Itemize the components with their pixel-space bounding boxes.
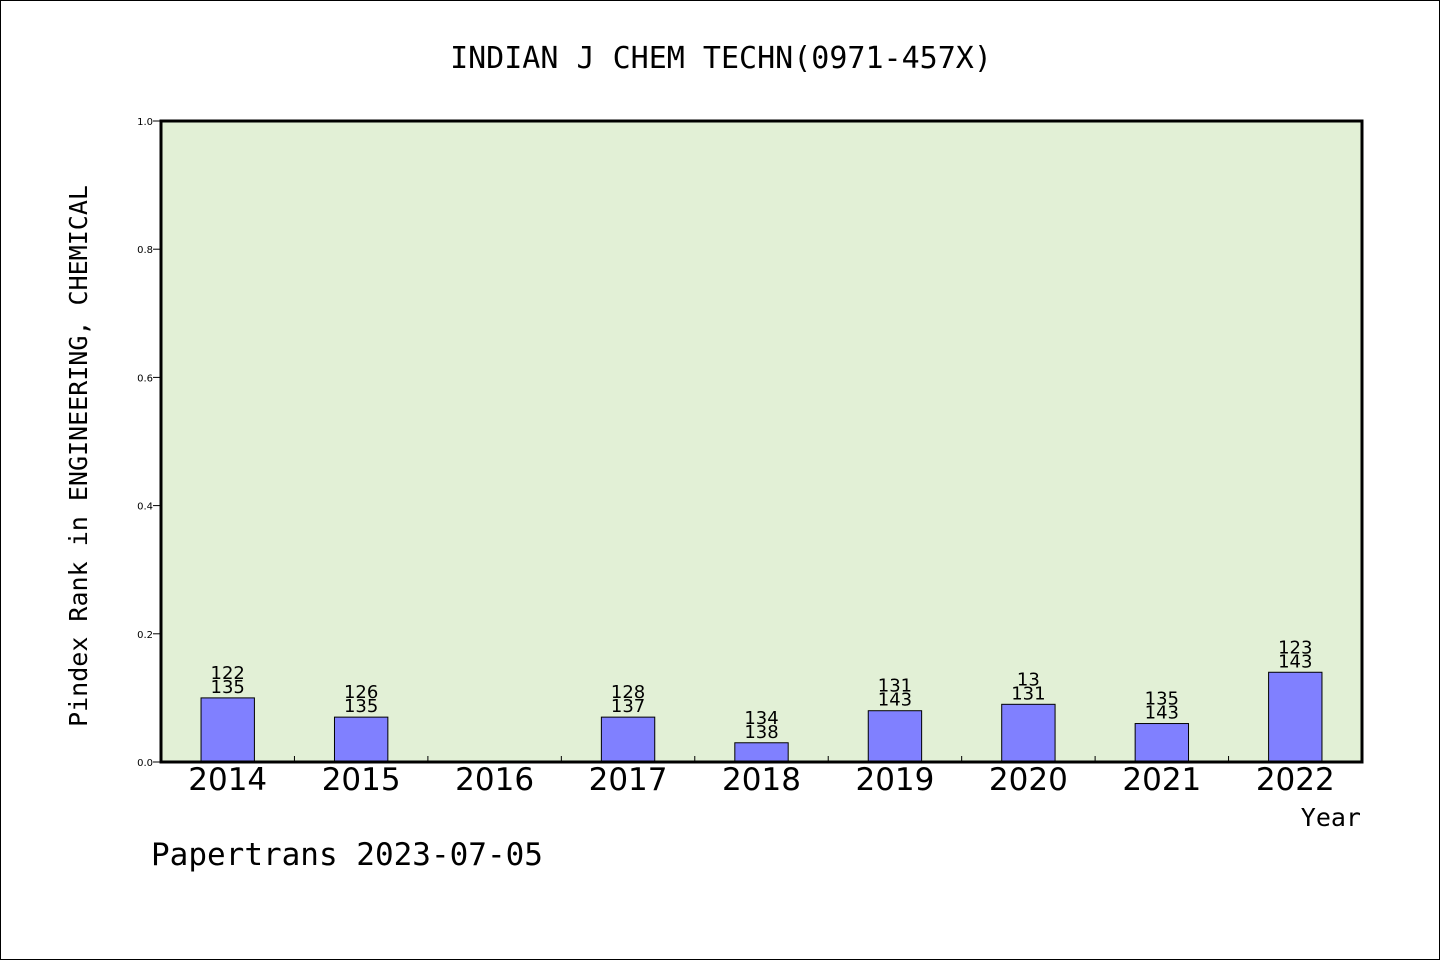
y-tick-label: 1.0 xyxy=(137,117,153,128)
y-tick-label: 0.2 xyxy=(137,630,153,641)
x-tick-label: 2014 xyxy=(188,762,267,798)
bar xyxy=(1134,723,1190,763)
data-label-bottom: 143 xyxy=(1145,703,1179,724)
x-axis-label: Year xyxy=(1301,803,1361,832)
data-label-bottom: 143 xyxy=(1278,651,1312,672)
plot-border xyxy=(159,119,1364,764)
bar xyxy=(200,697,255,763)
y-tick-label: 0.8 xyxy=(137,245,153,256)
data-label-bottom: 143 xyxy=(878,690,912,711)
data-label-top: 123 xyxy=(1278,637,1312,658)
x-tick-label: 2015 xyxy=(322,762,401,798)
data-label-top: 134 xyxy=(744,708,778,729)
x-tick-label: 2020 xyxy=(989,762,1068,798)
x-tick-label: 2017 xyxy=(589,762,668,798)
x-tick-label: 2021 xyxy=(1122,762,1201,798)
y-tick-label: 0.6 xyxy=(137,373,153,384)
data-label-top: 122 xyxy=(211,663,245,684)
y-tick-label: 0.0 xyxy=(137,758,153,769)
bar xyxy=(1001,703,1056,763)
bar xyxy=(734,742,789,763)
data-label-top: 126 xyxy=(344,682,378,703)
data-label-bottom: 135 xyxy=(344,696,378,717)
data-label-top: 131 xyxy=(878,676,912,697)
footer-text: Papertrans 2023-07-05 xyxy=(151,837,543,873)
x-tick-label: 2019 xyxy=(855,762,934,798)
bar xyxy=(600,716,656,763)
data-label-top: 135 xyxy=(1145,689,1179,710)
chart-title: INDIAN J CHEM TECHN(0971-457X) xyxy=(450,41,992,76)
chart-marks: 0.00.20.40.60.81.02014135122201513512620… xyxy=(137,117,1335,798)
data-label-bottom: 135 xyxy=(211,677,245,698)
data-label-top: 13 xyxy=(1017,669,1040,690)
y-tick-label: 0.4 xyxy=(137,502,153,513)
plot-area xyxy=(161,121,1362,762)
x-tick-label: 2016 xyxy=(455,762,534,798)
data-label-bottom: 137 xyxy=(611,696,645,717)
bar xyxy=(867,710,923,763)
x-tick-label: 2022 xyxy=(1256,762,1335,798)
y-axis-label: Pindex Rank in ENGINEERING, CHEMICAL xyxy=(64,185,93,727)
data-label-bottom: 131 xyxy=(1011,683,1045,704)
data-label-top: 128 xyxy=(611,682,645,703)
bar xyxy=(333,716,389,763)
x-tick-label: 2018 xyxy=(722,762,801,798)
bar xyxy=(1268,671,1323,763)
data-label-bottom: 138 xyxy=(744,722,778,743)
